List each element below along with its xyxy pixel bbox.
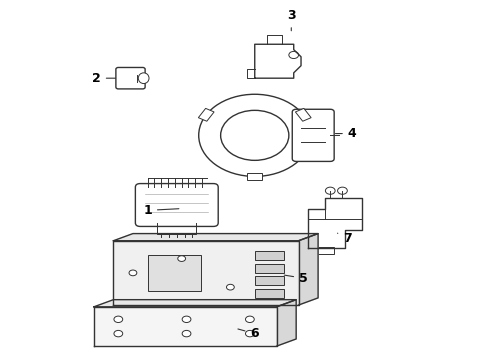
Circle shape [289,51,298,59]
Circle shape [199,94,311,176]
Circle shape [245,316,254,323]
Text: 2: 2 [92,72,116,85]
FancyBboxPatch shape [116,67,145,89]
Polygon shape [298,234,318,305]
Circle shape [338,187,347,194]
Circle shape [114,316,122,323]
Circle shape [226,284,234,290]
Polygon shape [114,241,298,305]
Bar [255,289,284,298]
Text: 5: 5 [284,272,308,285]
Text: 1: 1 [143,204,179,217]
Polygon shape [295,108,311,121]
FancyBboxPatch shape [292,109,334,161]
Bar [255,251,284,260]
Circle shape [220,111,289,160]
Polygon shape [198,108,214,121]
Text: 6: 6 [238,327,259,340]
Circle shape [182,330,191,337]
Circle shape [178,256,186,261]
Text: 7: 7 [338,233,352,246]
Circle shape [114,330,122,337]
Bar [147,255,201,291]
Text: 3: 3 [287,9,295,31]
Circle shape [129,270,137,276]
Bar [255,276,284,285]
Circle shape [182,316,191,323]
Ellipse shape [138,73,149,84]
Polygon shape [247,173,262,180]
Polygon shape [94,300,296,307]
Circle shape [245,330,254,337]
Bar [255,264,284,273]
Text: 4: 4 [336,127,357,140]
Polygon shape [114,234,318,241]
Circle shape [325,187,335,194]
Polygon shape [277,300,296,346]
Polygon shape [94,307,277,346]
FancyBboxPatch shape [135,184,218,226]
FancyBboxPatch shape [312,247,334,254]
